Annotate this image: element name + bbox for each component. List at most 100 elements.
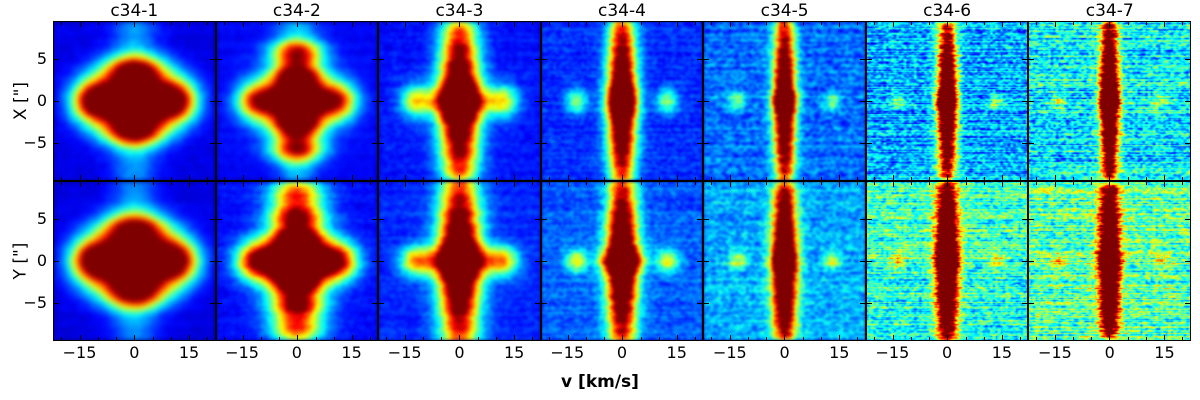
pv-panel-c34-2-x[interactable]: [216, 22, 378, 180]
x-tick-mark-top: [1109, 22, 1111, 27]
x-minor-tick-top: [207, 22, 208, 25]
x-minor-tick-top: [333, 182, 335, 185]
y-tick-mark-left: [1029, 59, 1035, 60]
y-tick-mark-right: [209, 261, 215, 262]
x-tick-mark-bottom: [1055, 335, 1057, 340]
x-minor-tick-top: [928, 182, 930, 185]
y-tick-mark-left: [1029, 143, 1035, 144]
x-tick-label-col6-2: 15: [991, 343, 1013, 362]
x-minor-tick-bottom: [333, 177, 335, 180]
pv-panel-c34-3-y[interactable]: [379, 182, 540, 340]
x-minor-tick-top: [1128, 22, 1130, 25]
x-tick-label-col6-0: −15: [875, 343, 910, 362]
x-minor-tick-bottom: [171, 337, 172, 340]
y-tick-mark-right: [534, 143, 540, 144]
x-tick-label-col3-0: −15: [387, 343, 422, 362]
x-tick-mark-bottom: [1109, 335, 1111, 340]
x-minor-tick-top: [1182, 182, 1184, 185]
x-tick-mark-bottom: [514, 335, 516, 340]
pv-panel-c34-6-x[interactable]: [866, 22, 1028, 180]
pv-panel-c34-4-x[interactable]: [541, 22, 703, 180]
heatmap-canvas: [216, 22, 378, 180]
x-minor-tick-top: [910, 182, 912, 185]
x-minor-tick-bottom: [711, 337, 713, 340]
y-tick-mark-right: [534, 261, 540, 262]
x-minor-tick-top: [441, 182, 443, 185]
x-minor-tick-top: [98, 182, 99, 185]
y-tick-mark-right: [1184, 261, 1190, 262]
y-tick-row-y-0: 0: [36, 251, 47, 270]
x-minor-tick-bottom: [278, 337, 280, 340]
y-tick-mark-left: [541, 303, 547, 304]
pv-panel-c34-3-x[interactable]: [379, 22, 540, 180]
x-tick-mark-bottom: [1164, 175, 1166, 180]
x-minor-tick-bottom: [694, 337, 696, 340]
x-minor-tick-top: [965, 182, 967, 185]
y-tick-mark-right: [209, 303, 215, 304]
y-tick-mark-right: [859, 261, 865, 262]
x-minor-tick-bottom: [1182, 177, 1184, 180]
x-minor-tick-bottom: [369, 177, 371, 180]
x-tick-mark-top: [189, 182, 190, 187]
pv-panel-c34-5-y[interactable]: [704, 182, 865, 340]
y-tick-mark-right: [697, 303, 703, 304]
x-minor-tick-top: [658, 182, 660, 185]
y-tick-mark-left: [1029, 101, 1035, 102]
y-tick-mark-left: [379, 59, 385, 60]
x-tick-mark-top: [567, 22, 569, 27]
x-minor-tick-bottom: [153, 177, 154, 180]
x-minor-tick-bottom: [423, 337, 425, 340]
x-tick-label-col2-0: −15: [225, 343, 259, 362]
x-tick-label-col7-1: 0: [1104, 343, 1115, 362]
heatmap-canvas: [1029, 182, 1190, 340]
y-tick-mark-left: [541, 261, 547, 262]
x-tick-mark-top: [459, 182, 461, 187]
x-minor-tick-top: [207, 182, 208, 185]
y-tick-mark-right: [1022, 143, 1028, 144]
x-minor-tick-bottom: [983, 177, 985, 180]
x-tick-mark-bottom: [189, 335, 190, 340]
y-tick-mark-left: [541, 59, 547, 60]
pv-panel-c34-1-x[interactable]: [54, 22, 215, 180]
x-minor-tick-bottom: [548, 177, 550, 180]
x-minor-tick-top: [496, 182, 498, 185]
pv-panel-c34-2-y[interactable]: [216, 182, 378, 340]
pv-panel-c34-4-y[interactable]: [541, 182, 703, 340]
x-tick-mark-top: [296, 22, 298, 27]
y-tick-mark-right: [534, 59, 540, 60]
pv-panel-c34-7-y[interactable]: [1029, 182, 1190, 340]
column-title-c34-7: c34-7: [1085, 1, 1134, 21]
x-minor-tick-top: [748, 22, 750, 25]
heatmap-canvas: [541, 22, 703, 180]
x-minor-tick-top: [640, 22, 642, 25]
column-title-c34-1: c34-1: [110, 1, 159, 21]
x-minor-tick-bottom: [857, 337, 859, 340]
x-tick-label-col7-0: −15: [1038, 343, 1072, 362]
x-tick-mark-top: [351, 22, 353, 27]
x-minor-tick-bottom: [478, 177, 480, 180]
x-tick-mark-top: [459, 22, 461, 27]
pv-panel-c34-7-x[interactable]: [1029, 22, 1190, 180]
x-minor-tick-bottom: [496, 177, 498, 180]
y-tick-mark-right: [372, 101, 378, 102]
x-minor-tick-bottom: [640, 337, 642, 340]
column-title-c34-4: c34-4: [598, 1, 646, 21]
x-tick-mark-top: [839, 22, 841, 27]
x-tick-mark-top: [946, 22, 948, 27]
y-tick-mark-right: [697, 143, 703, 144]
y-tick-mark-left: [866, 261, 872, 262]
y-tick-mark-left: [704, 143, 710, 144]
x-minor-tick-bottom: [640, 177, 642, 180]
heatmap-canvas: [379, 182, 540, 340]
x-tick-mark-top: [80, 22, 81, 27]
y-tick-mark-right: [372, 59, 378, 60]
pv-panel-c34-6-y[interactable]: [866, 182, 1028, 340]
x-minor-tick-bottom: [658, 177, 660, 180]
pv-panel-c34-1-y[interactable]: [54, 182, 215, 340]
y-tick-mark-left: [216, 101, 222, 102]
x-tick-mark-bottom: [892, 335, 894, 340]
y-tick-row-x-0: 0: [36, 91, 47, 110]
x-minor-tick-bottom: [1146, 337, 1148, 340]
x-minor-tick-bottom: [153, 337, 154, 340]
pv-panel-c34-5-x[interactable]: [704, 22, 865, 180]
